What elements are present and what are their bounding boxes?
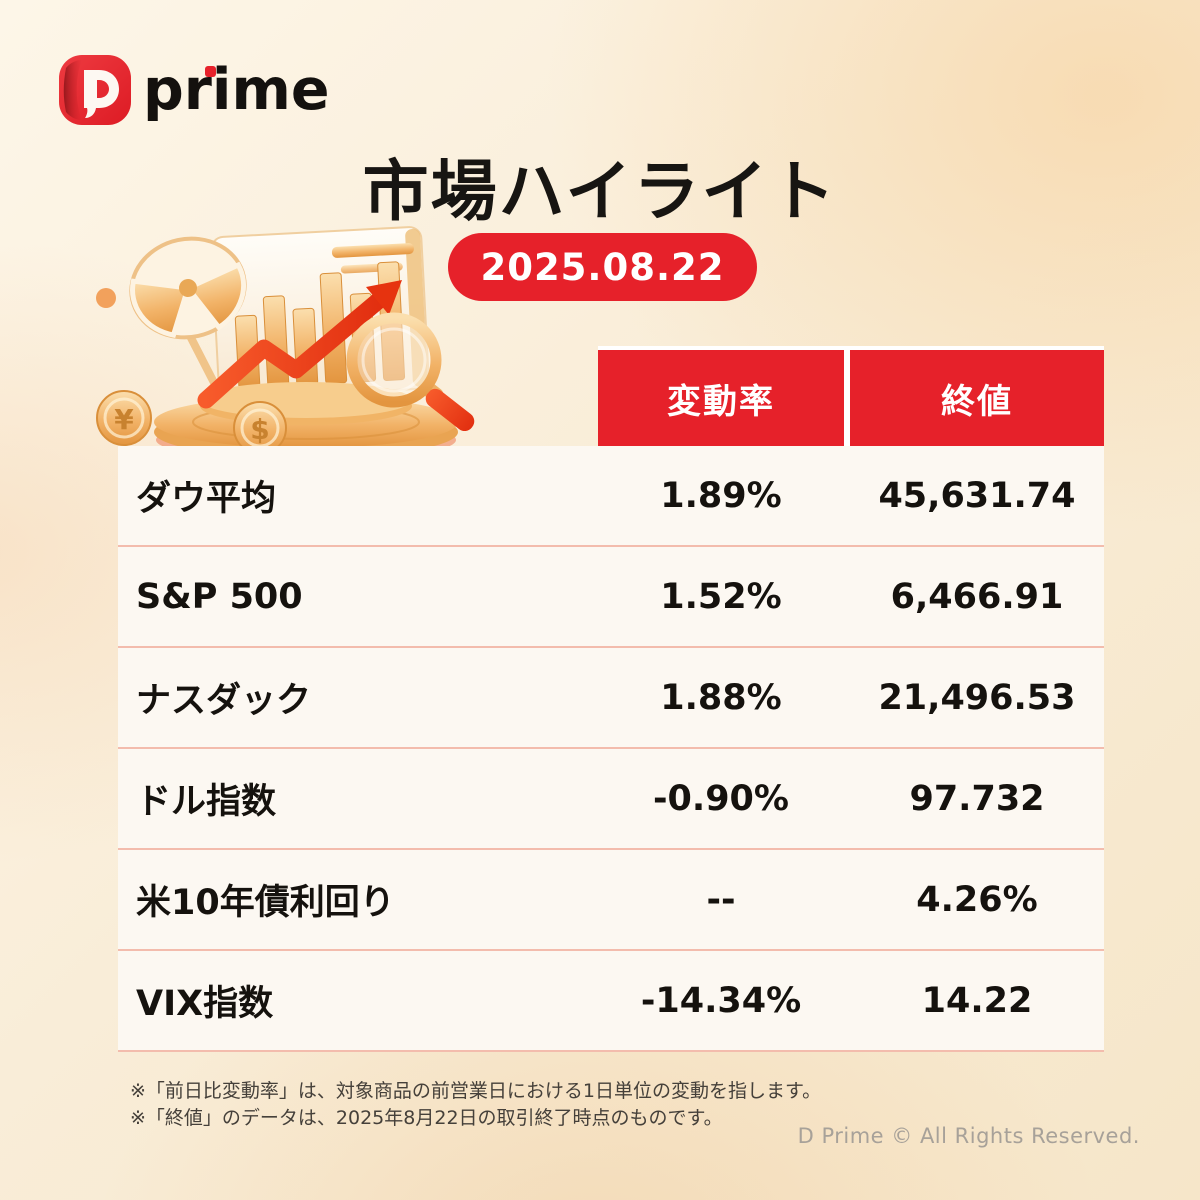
column-header-close: 終値 — [850, 350, 1104, 446]
trend-arrow-icon — [197, 280, 402, 409]
table-row: ダウ平均 1.89% 45,631.74 — [118, 446, 1104, 547]
magnifier-icon — [346, 312, 475, 432]
instrument-name: 米10年債利回り — [136, 883, 395, 923]
table-row: S&P 500 1.52% 6,466.91 — [118, 547, 1104, 648]
instrument-name: ダウ平均 — [136, 479, 277, 519]
coin-yen-icon: ¥ — [96, 390, 152, 446]
market-illustration: ¥ $ — [96, 226, 475, 460]
i-dot-accent — [205, 66, 216, 77]
change-value: 1.88% — [660, 677, 782, 718]
svg-text:$: $ — [250, 413, 269, 446]
page-title: 市場ハイライト — [362, 153, 838, 230]
close-value: 6,466.91 — [890, 576, 1064, 617]
svg-text:¥: ¥ — [114, 403, 134, 436]
footnotes: ※「前日比変動率」は、対象商品の前営業日における1日単位の変動を指します。 ※「… — [130, 1078, 821, 1132]
table-row: ドル指数 -0.90% 97.732 — [118, 749, 1104, 850]
copyright: D Prime © All Rights Reserved. — [797, 1124, 1140, 1148]
date-badge: 2025.08.22 — [448, 233, 757, 301]
footnote-line: ※「終値」のデータは、2025年8月22日の取引終了時点のものです。 — [130, 1107, 723, 1129]
instrument-name: ドル指数 — [136, 782, 277, 822]
table-body: ダウ平均 1.89% 45,631.74 S&P 500 1.52% 6,466… — [118, 446, 1104, 1052]
close-value: 21,496.53 — [878, 677, 1076, 718]
table-row: 米10年債利回り -- 4.26% — [118, 850, 1104, 951]
brand-name: prime — [143, 54, 330, 126]
instrument-name: ナスダック — [136, 681, 312, 721]
table-row: ナスダック 1.88% 21,496.53 — [118, 648, 1104, 749]
table-row: VIX指数 -14.34% 14.22 — [118, 951, 1104, 1052]
change-value: -- — [706, 879, 736, 920]
floating-dot — [96, 288, 116, 308]
brand-logo: prime — [57, 54, 330, 126]
close-value: 14.22 — [921, 980, 1033, 1021]
footnote-line: ※「前日比変動率」は、対象商品の前営業日における1日単位の変動を指します。 — [130, 1080, 822, 1102]
close-value: 45,631.74 — [878, 475, 1076, 516]
instrument-name: S&P 500 — [136, 576, 303, 617]
close-value: 4.26% — [916, 879, 1038, 920]
change-value: 1.52% — [660, 576, 782, 617]
close-value: 97.732 — [909, 778, 1045, 819]
brand-name-text: prime — [143, 57, 330, 123]
coin-dollar-icon: $ — [233, 401, 287, 455]
pie-chart-icon — [129, 236, 247, 410]
change-value: 1.89% — [660, 475, 782, 516]
date-text: 2025.08.22 — [480, 245, 725, 289]
change-value: -14.34% — [640, 980, 802, 1021]
change-value: -0.90% — [653, 778, 789, 819]
table-header: 変動率 終値 — [598, 346, 1104, 446]
d-prime-logo-icon — [59, 55, 131, 125]
instrument-name: VIX指数 — [136, 984, 274, 1024]
column-header-change: 変動率 — [598, 350, 844, 446]
